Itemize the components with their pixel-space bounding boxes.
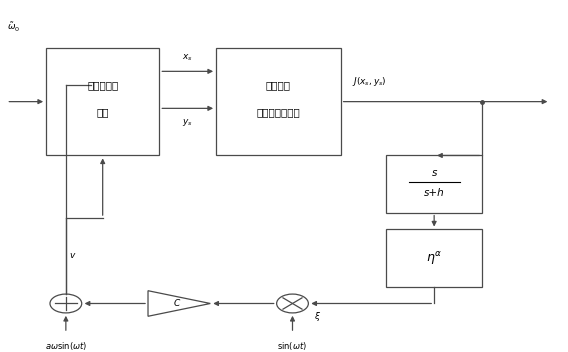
Text: $\eta^{\alpha}$: $\eta^{\alpha}$ bbox=[426, 250, 442, 266]
Text: $\sin(\omega t)$: $\sin(\omega t)$ bbox=[277, 340, 307, 352]
Text: C: C bbox=[173, 299, 179, 308]
Bar bbox=[46, 48, 160, 156]
Text: $y_s$: $y_s$ bbox=[182, 117, 193, 128]
Text: 模型: 模型 bbox=[97, 107, 109, 117]
Bar bbox=[386, 230, 482, 287]
Text: 轮式机器人: 轮式机器人 bbox=[87, 80, 118, 90]
Text: 核辐射源: 核辐射源 bbox=[266, 80, 291, 90]
Text: $\xi$: $\xi$ bbox=[314, 310, 321, 323]
Text: 非线性场强映射: 非线性场强映射 bbox=[257, 107, 300, 117]
Text: $a\omega\sin(\omega t)$: $a\omega\sin(\omega t)$ bbox=[45, 340, 87, 352]
Text: s: s bbox=[432, 168, 437, 178]
Text: s+h: s+h bbox=[424, 188, 445, 199]
Text: $v$: $v$ bbox=[69, 251, 76, 260]
Bar bbox=[216, 48, 341, 156]
Text: $\tilde{\omega}_0$: $\tilde{\omega}_0$ bbox=[7, 21, 20, 34]
Text: $x_s$: $x_s$ bbox=[182, 52, 193, 63]
Text: $J(x_s, y_s)$: $J(x_s, y_s)$ bbox=[352, 75, 387, 88]
Bar bbox=[386, 156, 482, 213]
